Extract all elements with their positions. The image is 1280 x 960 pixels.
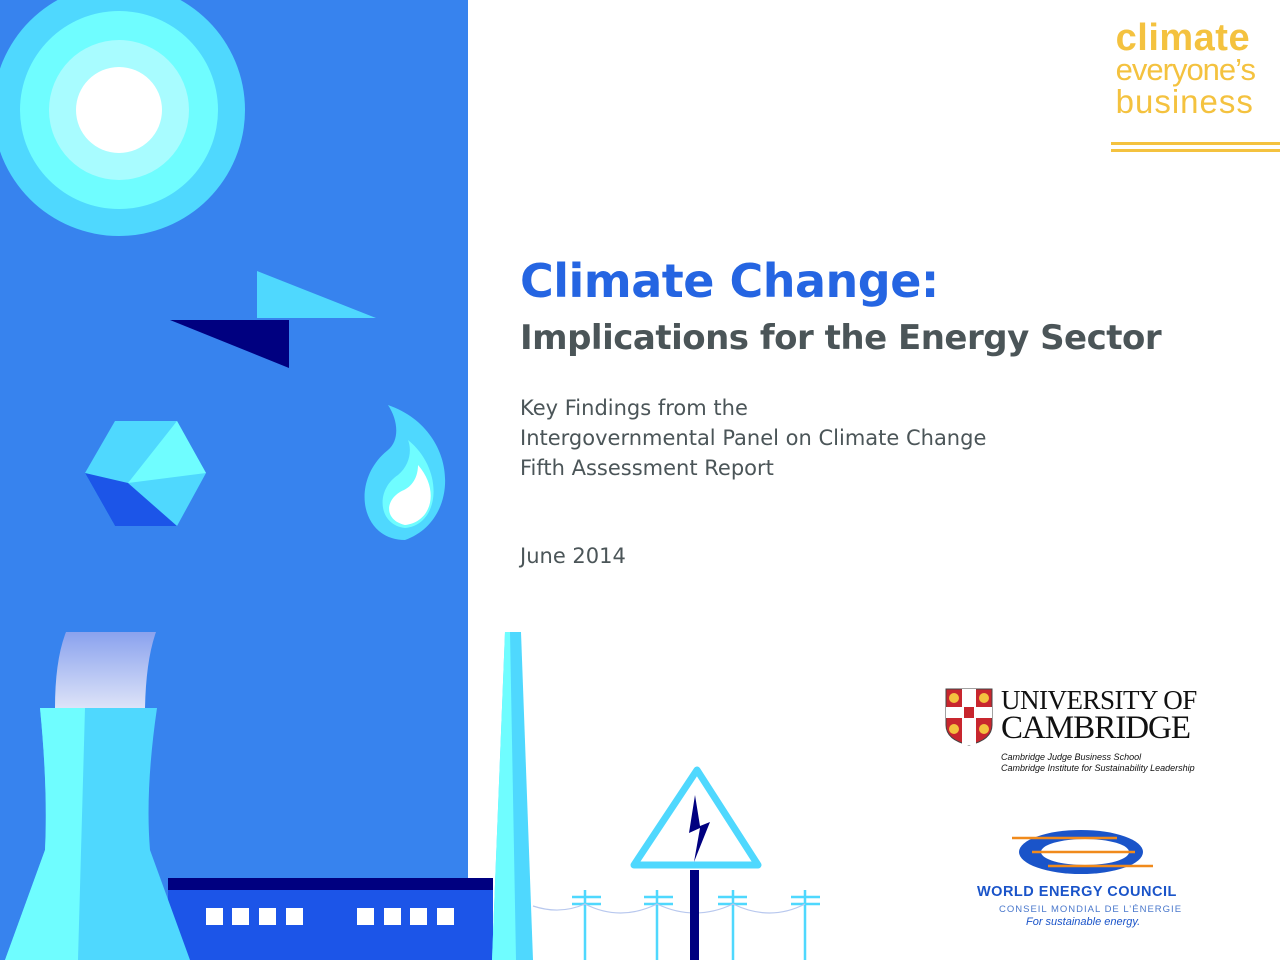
- crystal-icon: [85, 421, 206, 526]
- page-title: Climate Change:: [520, 254, 939, 308]
- cambridge-crest-icon: [945, 688, 993, 746]
- key-findings-line: Fifth Assessment Report: [520, 456, 774, 480]
- climate-everyones-business-logo: climate everyone’s business: [1115, 17, 1256, 120]
- high-voltage-sign-icon: [630, 766, 762, 960]
- publication-date: June 2014: [520, 544, 626, 568]
- wec-tagline: For sustainable energy.: [1026, 916, 1141, 928]
- cooling-tower: [5, 708, 190, 960]
- cambridge-name-line-1: UNIVERSITY OF: [1001, 685, 1197, 715]
- wec-name-french: CONSEIL MONDIAL DE L’ÉNERGIE: [999, 904, 1183, 915]
- brand-line-3: business: [1115, 83, 1254, 120]
- cambridge-logo-text: UNIVERSITY OF CAMBRIDGE: [1001, 685, 1197, 746]
- sun-icon: [0, 0, 245, 236]
- lightning-shape-icon: [170, 271, 376, 368]
- power-lines: [532, 890, 820, 960]
- cambridge-school: Cambridge Institute for Sustainability L…: [1001, 763, 1195, 773]
- steam: [55, 632, 156, 708]
- page-subtitle: Implications for the Energy Sector: [520, 318, 1162, 358]
- wec-name: WORLD ENERGY COUNCIL: [977, 884, 1177, 900]
- brand-line-1: climate: [1115, 17, 1251, 59]
- cambridge-name-line-2: CAMBRIDGE: [1001, 710, 1191, 746]
- brand-rule: [1111, 142, 1280, 152]
- cambridge-school: Cambridge Judge Business School: [1001, 752, 1142, 762]
- factory-building: [168, 878, 493, 960]
- key-findings-line: Intergovernmental Panel on Climate Chang…: [520, 426, 987, 450]
- key-findings-line: Key Findings from the: [520, 396, 748, 420]
- brand-line-2: everyone’s: [1115, 52, 1256, 87]
- flame-icon: [364, 405, 446, 540]
- chimney: [492, 632, 533, 960]
- wec-logo-icon: [1012, 830, 1153, 874]
